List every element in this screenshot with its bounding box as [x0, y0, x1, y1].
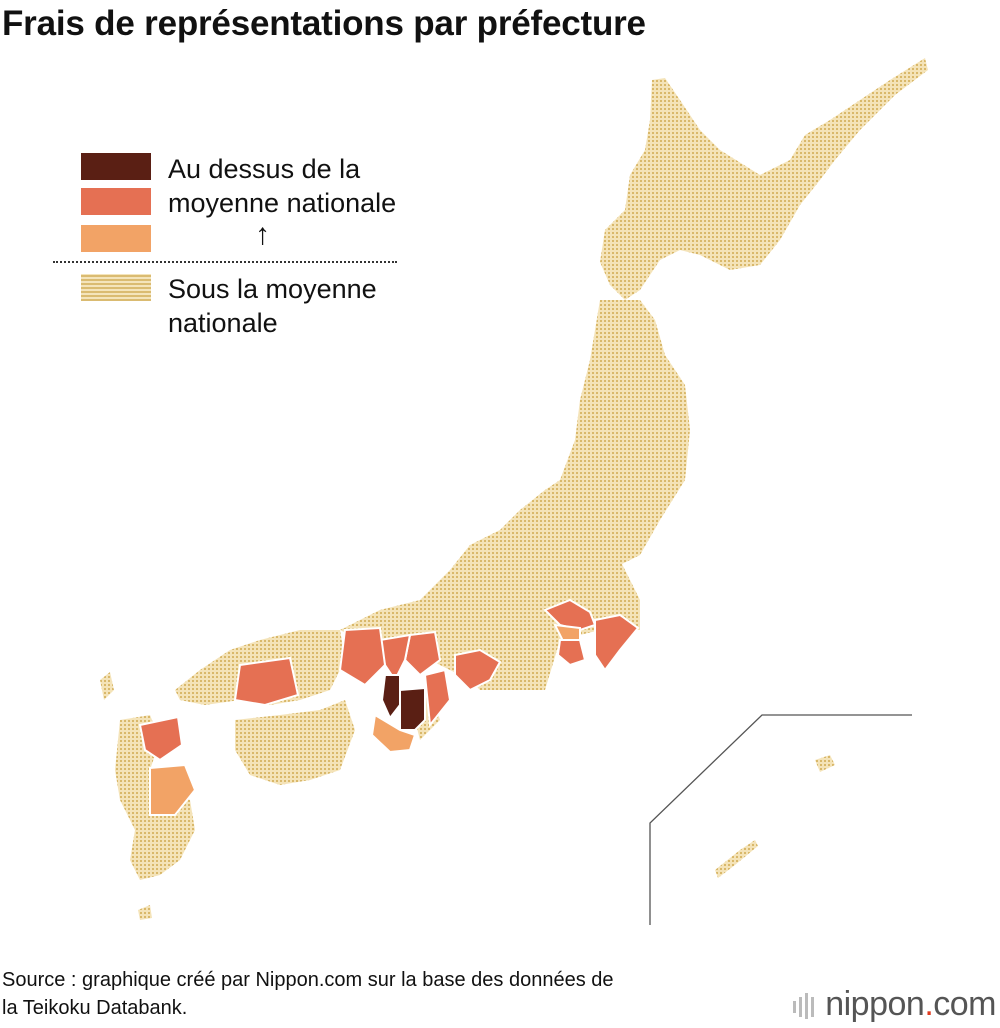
legend-below-line2: nationale: [168, 308, 278, 338]
below-average-regions: [100, 58, 928, 920]
brand-bars-icon: [793, 993, 815, 1020]
mie-area: [423, 668, 452, 728]
fukuoka-area: [138, 715, 184, 762]
small-island-2: [138, 905, 152, 920]
saitama-area: [556, 639, 587, 667]
source-line2: la Teikoku Databank.: [2, 997, 188, 1019]
okinawa-islands-2: [715, 840, 758, 878]
legend-swatch-below: [81, 274, 151, 301]
osaka-area: [380, 674, 401, 720]
source-note: Source : graphique créé par Nippon.com s…: [2, 966, 614, 1022]
legend-above-line1: Au dessus de la: [168, 154, 361, 184]
legend-swatch-mid: [81, 188, 151, 215]
okinawa-islands-1: [815, 755, 835, 772]
brand-dot: .: [924, 985, 934, 1023]
brand-suffix: com: [933, 985, 996, 1023]
nara-area: [399, 686, 426, 731]
map-title: Frais de représentations par préfecture: [2, 4, 646, 43]
legend-swatch-low: [81, 225, 151, 252]
shikoku-region: [235, 700, 355, 785]
source-line1: Source : graphique créé par Nippon.com s…: [2, 969, 614, 991]
chiba-area: [594, 613, 640, 672]
hokkaido-region: [600, 58, 928, 300]
aichi-area: [454, 648, 502, 692]
inset-frame: [649, 714, 912, 925]
legend-arrow: ↑: [255, 218, 270, 251]
small-island-1: [100, 672, 114, 700]
legend-below-line1: Sous la moyenne: [168, 274, 377, 304]
hiroshima-area: [233, 656, 300, 707]
brand-name: nippon: [825, 985, 925, 1023]
legend-above-line2: moyenne nationale: [168, 188, 397, 218]
kumamoto-area: [149, 763, 197, 816]
above-average-regions: [138, 598, 640, 816]
kyoto-area: [338, 626, 387, 687]
brand-logo: nippon.com: [793, 985, 996, 1024]
tohoku-region: [560, 300, 690, 570]
legend-swatch-high: [81, 153, 151, 180]
legend-divider: [53, 261, 397, 263]
wakayama-area: [370, 713, 417, 754]
